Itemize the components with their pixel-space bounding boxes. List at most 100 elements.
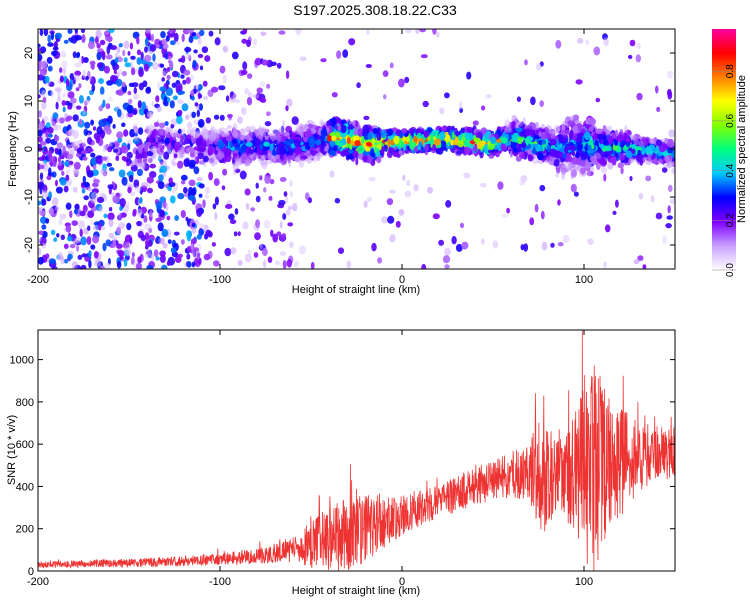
heatmap-cell xyxy=(118,43,123,48)
heatmap-cell xyxy=(275,260,280,266)
heatmap-cell xyxy=(65,224,72,233)
heatmap-cell xyxy=(464,147,471,155)
heatmap-cell xyxy=(196,208,203,218)
heatmap-cell xyxy=(86,169,94,178)
heatmap-cell xyxy=(460,222,464,229)
heatmap-cell xyxy=(393,135,400,144)
heatmap-cell xyxy=(564,146,569,154)
heatmap-cell xyxy=(504,119,511,128)
heatmap-cell xyxy=(541,241,548,251)
heatmap-cell xyxy=(69,210,73,218)
heatmap-cell xyxy=(234,208,239,215)
heatmap-cell xyxy=(648,138,654,145)
heatmap-cell xyxy=(626,142,630,148)
heatmap-cell xyxy=(431,130,435,136)
heatmap-cell xyxy=(248,249,252,255)
heatmap-cell xyxy=(500,137,508,144)
heatmap-cell xyxy=(39,210,46,217)
heatmap-cell xyxy=(63,185,69,193)
heatmap-cell xyxy=(628,54,633,60)
heatmap-cell xyxy=(612,210,617,215)
heatmap-cell xyxy=(121,81,126,88)
heatmap-cell xyxy=(231,130,238,139)
heatmap-cell xyxy=(116,46,121,54)
heatmap-cell xyxy=(211,242,216,247)
heatmap-cell xyxy=(152,53,156,62)
heatmap-cell xyxy=(457,140,464,148)
heatmap-cell xyxy=(262,247,268,257)
heatmap-cell xyxy=(599,138,604,145)
figure-title: S197.2025.308.18.22.C33 xyxy=(293,2,457,18)
heatmap-cell xyxy=(75,35,82,41)
heatmap-cell xyxy=(382,70,389,77)
heatmap-cell xyxy=(130,55,136,60)
heatmap-cell xyxy=(59,178,67,186)
heatmap-cell xyxy=(67,144,71,149)
heatmap-cell xyxy=(275,158,282,163)
heatmap-cell xyxy=(44,76,50,84)
heatmap-cell xyxy=(87,225,91,231)
heatmap-cell xyxy=(84,256,90,262)
heatmap-cell xyxy=(68,178,73,185)
heatmap-cell xyxy=(51,171,57,178)
heatmap-cell xyxy=(121,70,128,77)
heatmap-cell xyxy=(525,136,529,146)
heatmap-cell xyxy=(136,57,142,65)
heatmap-cell xyxy=(365,141,372,147)
heatmap-cell xyxy=(103,213,108,219)
heatmap-cell xyxy=(331,92,338,98)
heatmap-cell xyxy=(126,249,131,257)
heatmap-cell xyxy=(68,160,74,165)
heatmap-cell xyxy=(256,87,263,94)
heatmap-cell xyxy=(595,97,601,103)
heatmap-cell xyxy=(48,258,57,265)
heatmap-cell xyxy=(126,201,130,209)
heatmap-cell xyxy=(91,191,98,200)
heatmap-cell xyxy=(126,222,132,231)
heatmap-cell xyxy=(123,129,129,137)
heatmap-cell xyxy=(527,128,531,136)
heatmap-cell xyxy=(157,222,164,232)
heatmap-cell xyxy=(665,223,672,229)
heatmap-cell xyxy=(585,39,589,46)
heatmap-cell xyxy=(283,132,290,137)
heatmap-cell xyxy=(196,234,202,240)
heatmap-cell xyxy=(588,126,594,132)
heatmap-cell xyxy=(93,224,99,231)
heatmap-cell xyxy=(556,166,561,174)
heatmap-cell xyxy=(638,192,644,200)
heatmap-cell xyxy=(281,233,286,238)
heatmap-cell xyxy=(444,247,451,256)
heatmap-cell xyxy=(189,147,195,154)
heatmap-cell xyxy=(386,128,394,136)
heatmap-cell xyxy=(72,51,77,59)
heatmap-cell xyxy=(133,123,138,131)
heatmap-cell xyxy=(668,184,673,192)
heatmap-cell xyxy=(80,29,86,34)
spectrogram-cells xyxy=(38,29,675,269)
heatmap-cell xyxy=(54,124,62,131)
heatmap-cell xyxy=(198,103,203,111)
heatmap-cell xyxy=(402,143,406,151)
heatmap-cell xyxy=(667,205,671,214)
heatmap-cell xyxy=(261,154,267,160)
heatmap-cell xyxy=(237,260,243,266)
heatmap-cell xyxy=(405,29,412,34)
heatmap-cell xyxy=(255,138,261,146)
heatmap-cell xyxy=(579,167,586,175)
heatmap-cell xyxy=(380,129,387,139)
heatmap-cell xyxy=(191,96,195,101)
heatmap-cell xyxy=(306,128,312,138)
heatmap-cell xyxy=(144,46,148,53)
heatmap-cell xyxy=(386,198,394,206)
heatmap-cell xyxy=(282,260,287,269)
heatmap-cell xyxy=(177,90,182,96)
heatmap-cell xyxy=(570,170,574,180)
heatmap-cell xyxy=(517,136,523,145)
heatmap-cell xyxy=(54,32,63,39)
heatmap-cell xyxy=(90,119,94,126)
heatmap-cell xyxy=(439,131,446,140)
heatmap-cell xyxy=(112,124,116,129)
heatmap-cell xyxy=(149,210,153,218)
heatmap-cell xyxy=(228,213,235,221)
